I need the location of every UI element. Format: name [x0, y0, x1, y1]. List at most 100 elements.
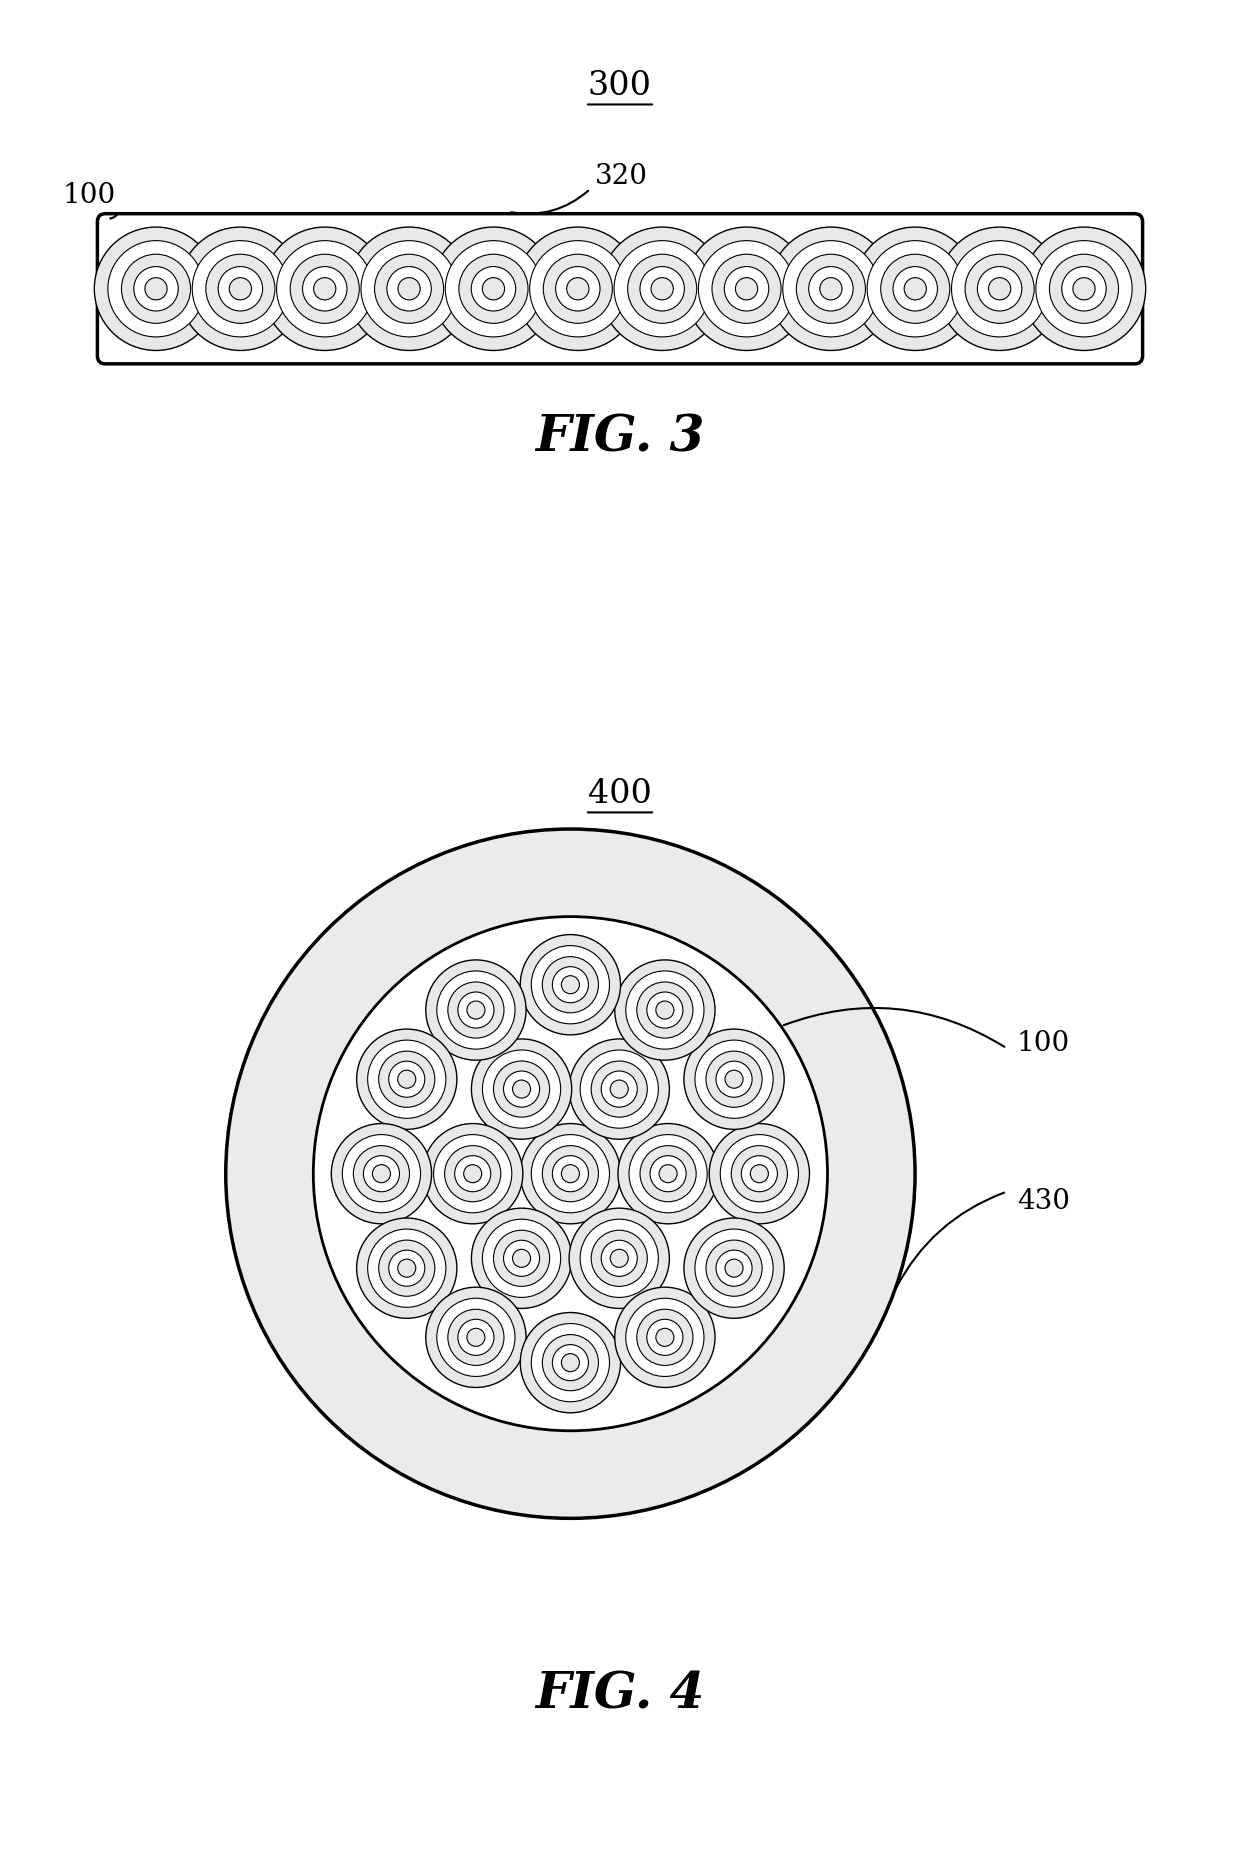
Circle shape — [735, 278, 758, 300]
Text: 320: 320 — [595, 164, 649, 190]
Circle shape — [471, 1040, 572, 1138]
Circle shape — [134, 266, 179, 311]
Circle shape — [724, 266, 769, 311]
Circle shape — [542, 1146, 599, 1202]
Text: 300: 300 — [588, 71, 652, 102]
Circle shape — [904, 278, 926, 300]
Circle shape — [482, 1051, 560, 1129]
Circle shape — [640, 1146, 696, 1202]
Circle shape — [218, 266, 263, 311]
Circle shape — [715, 1250, 753, 1285]
Circle shape — [361, 240, 458, 337]
Circle shape — [229, 278, 252, 300]
Circle shape — [436, 971, 515, 1049]
Circle shape — [388, 1250, 425, 1285]
Circle shape — [434, 1135, 512, 1213]
Circle shape — [650, 1155, 686, 1192]
Circle shape — [808, 266, 853, 311]
Circle shape — [601, 1071, 637, 1107]
Circle shape — [562, 976, 579, 993]
Circle shape — [357, 1218, 456, 1319]
Circle shape — [516, 227, 640, 350]
Circle shape — [694, 1230, 774, 1308]
Circle shape — [425, 1287, 526, 1388]
Circle shape — [656, 1000, 673, 1019]
Circle shape — [629, 1135, 707, 1213]
Circle shape — [521, 935, 620, 1034]
Circle shape — [482, 278, 505, 300]
Circle shape — [398, 1069, 415, 1088]
Circle shape — [715, 1062, 753, 1097]
Circle shape — [1022, 227, 1146, 350]
Circle shape — [893, 266, 937, 311]
Circle shape — [494, 1230, 549, 1285]
Circle shape — [363, 1155, 399, 1192]
Circle shape — [637, 1310, 693, 1366]
Circle shape — [601, 1241, 637, 1276]
Circle shape — [206, 253, 275, 324]
Circle shape — [656, 1328, 673, 1347]
Circle shape — [732, 1146, 787, 1202]
Circle shape — [769, 227, 893, 350]
Circle shape — [531, 1323, 610, 1401]
Circle shape — [552, 1345, 589, 1380]
Circle shape — [1073, 278, 1095, 300]
Circle shape — [423, 1123, 523, 1224]
Circle shape — [640, 266, 684, 311]
Circle shape — [145, 278, 167, 300]
Circle shape — [706, 1051, 763, 1107]
Circle shape — [122, 253, 191, 324]
Circle shape — [531, 1135, 610, 1213]
Circle shape — [342, 1135, 420, 1213]
Circle shape — [556, 266, 600, 311]
Circle shape — [567, 278, 589, 300]
Circle shape — [725, 1069, 743, 1088]
Circle shape — [531, 946, 610, 1025]
Circle shape — [263, 227, 387, 350]
Circle shape — [108, 240, 205, 337]
Circle shape — [651, 278, 673, 300]
Circle shape — [445, 240, 542, 337]
Circle shape — [684, 1028, 784, 1129]
Circle shape — [432, 227, 556, 350]
Circle shape — [425, 959, 526, 1060]
Circle shape — [562, 1354, 579, 1371]
Circle shape — [503, 1071, 539, 1107]
Circle shape — [374, 253, 444, 324]
Circle shape — [226, 829, 915, 1518]
Circle shape — [464, 1164, 481, 1183]
Circle shape — [471, 266, 516, 311]
Circle shape — [388, 1062, 425, 1097]
Circle shape — [503, 1241, 539, 1276]
Circle shape — [445, 1146, 501, 1202]
Circle shape — [627, 253, 697, 324]
Circle shape — [542, 1334, 599, 1390]
Circle shape — [192, 240, 289, 337]
Circle shape — [618, 1123, 718, 1224]
Circle shape — [569, 1209, 670, 1308]
Circle shape — [458, 1319, 494, 1356]
Circle shape — [398, 278, 420, 300]
Circle shape — [303, 266, 347, 311]
Circle shape — [353, 1146, 409, 1202]
Circle shape — [867, 240, 963, 337]
Circle shape — [398, 1259, 415, 1278]
Circle shape — [277, 240, 373, 337]
Circle shape — [626, 1299, 704, 1377]
Circle shape — [179, 227, 303, 350]
Circle shape — [552, 1155, 589, 1192]
Circle shape — [436, 1299, 515, 1377]
Circle shape — [880, 253, 950, 324]
Text: FIG. 3: FIG. 3 — [536, 414, 704, 462]
Circle shape — [290, 253, 360, 324]
Circle shape — [448, 1310, 503, 1366]
Circle shape — [988, 278, 1011, 300]
Circle shape — [314, 278, 336, 300]
Circle shape — [378, 1241, 435, 1297]
Circle shape — [331, 1123, 432, 1224]
Circle shape — [742, 1155, 777, 1192]
Circle shape — [378, 1051, 435, 1107]
Circle shape — [614, 240, 711, 337]
Circle shape — [712, 253, 781, 324]
Text: 100: 100 — [63, 183, 115, 209]
